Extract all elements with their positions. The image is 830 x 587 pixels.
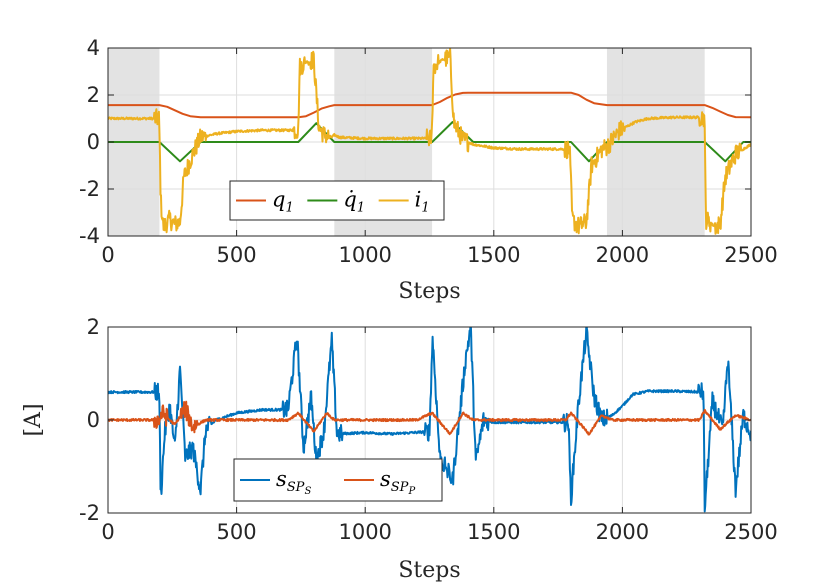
legend-label-1: q̇1 xyxy=(343,188,365,216)
x-tick-label-0: 0 xyxy=(101,243,114,267)
y-tick-label-0: -2 xyxy=(79,501,100,525)
x-tick-label-2: 1000 xyxy=(338,243,391,267)
series-group xyxy=(108,327,751,513)
y-tick-label-4: 4 xyxy=(87,36,100,60)
series-line-0 xyxy=(108,91,751,119)
y-tick-label-2: 0 xyxy=(87,130,100,154)
x-tick-label-1: 500 xyxy=(217,520,257,544)
y-tick-label-0: -4 xyxy=(79,224,100,248)
top-chart: 0 500 1000 1500 2000 2500 -4 -2 0 2 4 Steps q1 q̇1 i1 xyxy=(79,36,778,304)
x-tick-label-3: 1500 xyxy=(467,520,520,544)
y-tick-label-1: 0 xyxy=(87,408,100,432)
x-axis-label: Steps xyxy=(398,279,460,304)
x-tick-label-4: 2000 xyxy=(596,243,649,267)
series-line-2 xyxy=(108,48,751,235)
y-tick-label-2: 2 xyxy=(87,315,100,339)
x-tick-label-2: 1000 xyxy=(338,520,391,544)
y-tick-label-3: 2 xyxy=(87,83,100,107)
legend-label-1: sSPP xyxy=(380,467,415,497)
series-line-1 xyxy=(108,400,751,436)
y-tick-label-1: -2 xyxy=(79,177,100,201)
x-tick-label-3: 1500 xyxy=(467,243,520,267)
legend-label-2: i1 xyxy=(415,188,430,216)
x-tick-label-4: 2000 xyxy=(596,520,649,544)
series-group xyxy=(108,48,751,235)
x-tick-label-0: 0 xyxy=(101,520,114,544)
y-axis-label: [A] xyxy=(21,403,46,436)
x-axis-label: Steps xyxy=(398,558,460,583)
legend-label-0: sSPS xyxy=(276,467,311,497)
x-tick-label-1: 500 xyxy=(217,243,257,267)
legend: q1 q̇1 i1 xyxy=(229,180,445,221)
x-tick-label-5: 2500 xyxy=(724,243,777,267)
legend: sSPS sSPP xyxy=(233,458,443,502)
x-tick-label-5: 2500 xyxy=(724,520,777,544)
legend-label-0: q1 xyxy=(272,188,294,216)
